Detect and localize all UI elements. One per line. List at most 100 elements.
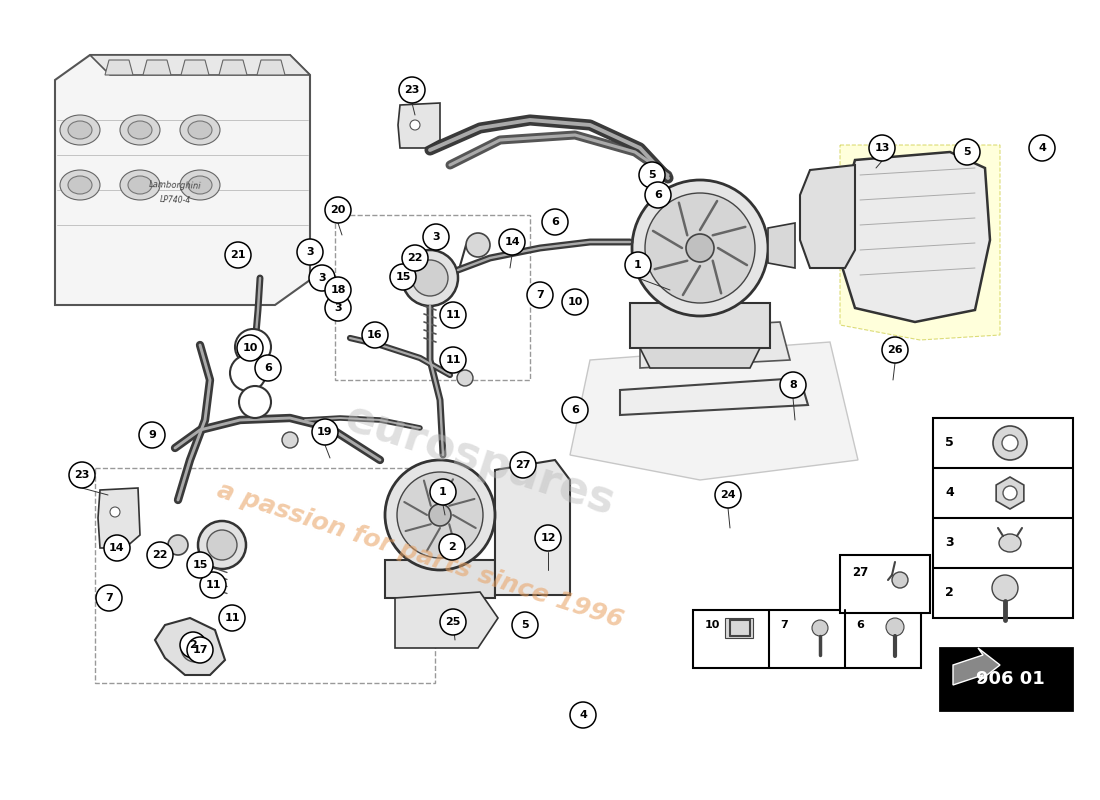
Circle shape [69,462,95,488]
Polygon shape [640,348,760,368]
Bar [385,560,495,598]
Circle shape [645,182,671,208]
Text: 6: 6 [654,190,662,200]
Polygon shape [620,378,808,415]
Text: 23: 23 [405,85,420,95]
Circle shape [235,329,271,365]
Circle shape [886,618,904,636]
Circle shape [632,180,768,316]
Circle shape [187,552,213,578]
Text: 14: 14 [109,543,124,553]
Text: 27: 27 [852,566,868,578]
Circle shape [385,460,495,570]
Text: 11: 11 [446,310,461,320]
Text: 2: 2 [448,542,455,552]
Text: 22: 22 [407,253,422,263]
Text: 3: 3 [306,247,313,257]
Circle shape [399,77,425,103]
Text: 15: 15 [192,560,208,570]
Text: 17: 17 [192,645,208,655]
Ellipse shape [120,170,160,200]
Circle shape [812,620,828,636]
Circle shape [440,302,466,328]
Text: 4: 4 [1038,143,1046,153]
Text: 3: 3 [945,537,954,550]
Polygon shape [104,60,133,75]
Polygon shape [495,460,570,595]
Ellipse shape [180,115,220,145]
Text: 11: 11 [224,613,240,623]
Circle shape [645,193,755,303]
Text: 1: 1 [439,487,447,497]
Ellipse shape [128,176,152,194]
Text: 10: 10 [568,297,583,307]
Text: 10: 10 [242,343,257,353]
Text: 20: 20 [330,205,345,215]
Text: 11: 11 [206,580,221,590]
Circle shape [402,245,428,271]
Polygon shape [143,60,170,75]
Text: 22: 22 [152,550,167,560]
Text: 4: 4 [579,710,587,720]
Circle shape [110,507,120,517]
Circle shape [198,521,246,569]
Circle shape [527,282,553,308]
Circle shape [297,239,323,265]
Circle shape [439,534,465,560]
Circle shape [954,139,980,165]
Polygon shape [570,342,858,480]
Circle shape [430,479,456,505]
Text: 16: 16 [367,330,383,340]
Text: 4: 4 [945,486,954,499]
Text: 5: 5 [648,170,656,180]
Text: 26: 26 [888,345,903,355]
Ellipse shape [188,121,212,139]
Bar [840,555,929,613]
Text: 2: 2 [945,586,954,599]
Text: 6: 6 [571,405,579,415]
Circle shape [535,525,561,551]
Circle shape [1003,486,1018,500]
Circle shape [230,355,266,391]
Circle shape [456,370,473,386]
Polygon shape [840,152,990,322]
Polygon shape [640,322,790,368]
Polygon shape [398,103,440,148]
Ellipse shape [60,170,100,200]
Text: 6: 6 [264,363,272,373]
Circle shape [510,452,536,478]
Polygon shape [155,618,226,675]
Circle shape [207,530,236,560]
Polygon shape [90,55,310,75]
Circle shape [226,242,251,268]
Circle shape [992,575,1018,601]
Polygon shape [395,592,498,648]
Text: 7: 7 [780,620,788,630]
Polygon shape [953,648,1000,685]
Circle shape [390,264,416,290]
Polygon shape [768,223,795,268]
Text: 3: 3 [318,273,326,283]
Circle shape [309,265,336,291]
Text: 15: 15 [395,272,410,282]
Circle shape [182,634,209,662]
Ellipse shape [120,115,160,145]
Ellipse shape [68,176,92,194]
Text: 8: 8 [789,380,796,390]
Polygon shape [182,60,209,75]
Circle shape [869,135,895,161]
Circle shape [104,535,130,561]
Circle shape [562,397,588,423]
Circle shape [512,612,538,638]
Text: LP740-4: LP740-4 [160,195,190,205]
Ellipse shape [68,121,92,139]
Text: 12: 12 [540,533,556,543]
Circle shape [542,209,568,235]
Text: eurospares: eurospares [340,396,620,524]
Circle shape [1028,135,1055,161]
Circle shape [780,372,806,398]
Text: 3: 3 [432,232,440,242]
Text: 7: 7 [106,593,113,603]
Ellipse shape [999,534,1021,552]
Circle shape [180,632,206,658]
